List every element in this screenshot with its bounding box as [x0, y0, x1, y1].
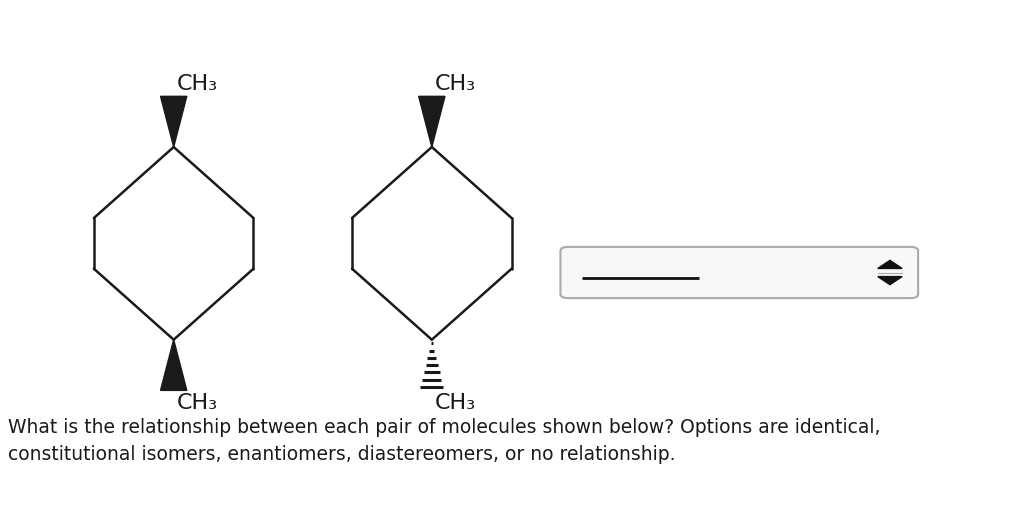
Text: CH₃: CH₃ — [434, 393, 476, 413]
Text: CH₃: CH₃ — [176, 74, 218, 94]
Text: CH₃: CH₃ — [434, 74, 476, 94]
Polygon shape — [161, 340, 186, 390]
Text: What is the relationship between each pair of molecules shown below? Options are: What is the relationship between each pa… — [7, 418, 880, 464]
FancyBboxPatch shape — [560, 247, 919, 298]
Text: CH₃: CH₃ — [176, 393, 218, 413]
Polygon shape — [161, 96, 186, 147]
Polygon shape — [878, 261, 902, 269]
Polygon shape — [419, 96, 445, 147]
Polygon shape — [878, 277, 902, 285]
